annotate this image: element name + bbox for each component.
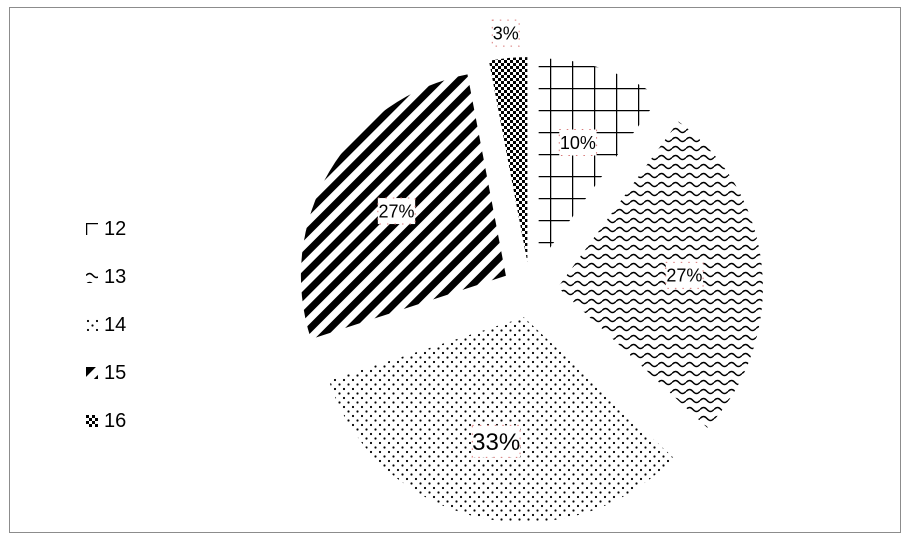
legend-item-14: 14 — [86, 301, 126, 349]
legend-label: 15 — [104, 361, 127, 384]
legend-swatch-16 — [86, 415, 98, 427]
data-label-13: 27% — [666, 266, 702, 286]
data-label-14: 33% — [472, 429, 520, 456]
legend-item-12: 12 — [86, 205, 126, 253]
data-label-box-14 — [471, 424, 521, 458]
data-label-box-13 — [665, 261, 704, 289]
data-label-box-15 — [377, 197, 416, 225]
legend-label: 13 — [104, 265, 127, 288]
pie-slice-16 — [488, 57, 528, 263]
legend-label: 12 — [104, 217, 127, 240]
legend-item-15: 15 — [86, 349, 126, 397]
legend-item-16: 16 — [86, 397, 126, 445]
legend: 12 13 14 15 16 — [86, 205, 126, 445]
data-label-box-12 — [558, 128, 598, 156]
legend-label: 14 — [104, 313, 127, 336]
legend-item-13: 13 — [86, 253, 126, 301]
legend-swatch-14 — [86, 319, 98, 331]
legend-swatch-15 — [86, 367, 98, 379]
pie-slice-13 — [557, 121, 763, 428]
data-label-16: 3% — [493, 23, 519, 43]
pie-slice-14 — [328, 317, 674, 523]
legend-swatch-13 — [86, 271, 98, 283]
data-label-15: 27% — [378, 201, 414, 221]
legend-label: 16 — [104, 409, 127, 432]
data-label-12: 10% — [560, 133, 596, 153]
pie-slice-12 — [538, 58, 660, 264]
legend-swatch-12 — [86, 223, 98, 235]
data-label-box-16 — [491, 19, 520, 47]
